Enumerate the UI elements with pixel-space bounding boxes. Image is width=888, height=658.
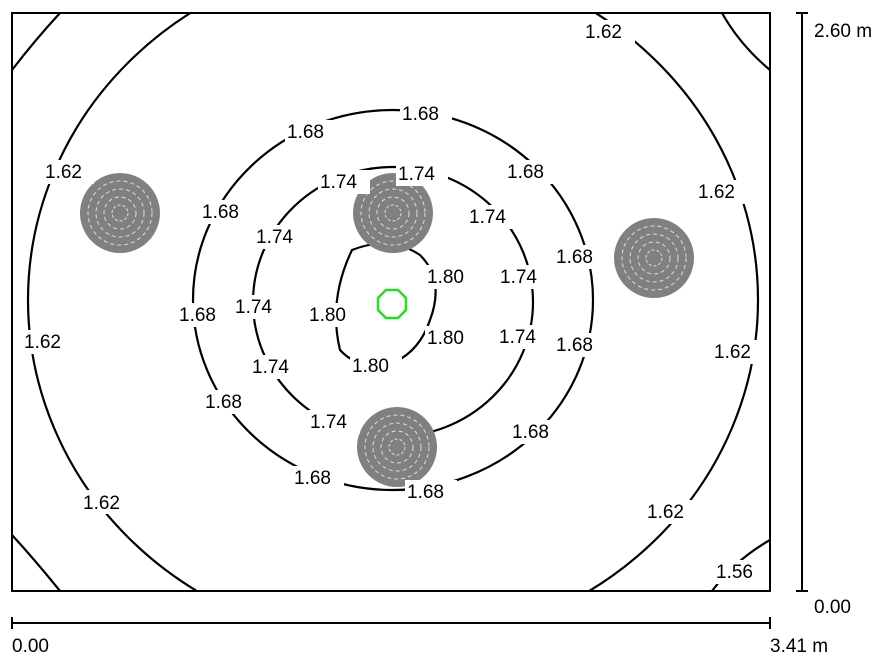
y-dimension-axis: 2.60 m 0.00 [796, 12, 872, 618]
label-1-62: 1.62 [647, 502, 684, 523]
contour-labels: 1.62 1.62 1.62 1.62 1.62 1.62 1.62 1.68 … [22, 20, 766, 584]
y-min-label: 0.00 [814, 597, 851, 618]
x-max-label: 3.41 m [770, 636, 828, 657]
label-1-68: 1.68 [407, 482, 444, 503]
label-1-68: 1.68 [294, 468, 331, 489]
max-point-marker [376, 288, 408, 320]
label-1-74: 1.74 [256, 227, 293, 248]
label-1-68: 1.68 [556, 335, 593, 356]
contour-corner-top-right [721, 13, 770, 71]
label-1-68: 1.68 [556, 247, 593, 268]
label-1-80: 1.80 [427, 267, 464, 288]
y-max-label: 2.60 m [814, 21, 872, 42]
label-1-74: 1.74 [320, 172, 357, 193]
x-min-label: 0.00 [12, 636, 49, 657]
label-1-74: 1.74 [252, 357, 289, 378]
label-1-80: 1.80 [427, 328, 464, 349]
label-1-80: 1.80 [352, 356, 389, 377]
room-boundary [11, 12, 771, 592]
label-1-74: 1.74 [500, 267, 537, 288]
label-1-74: 1.74 [469, 207, 506, 228]
label-1-68: 1.68 [512, 422, 549, 443]
label-1-62: 1.62 [24, 332, 61, 353]
contour-corner-bottom-left [12, 534, 61, 591]
x-dimension-axis: 0.00 3.41 m [11, 617, 828, 657]
luminaire-left [80, 173, 160, 253]
label-1-68: 1.68 [205, 392, 242, 413]
label-1-80: 1.80 [309, 305, 346, 326]
contour-1-68 [191, 108, 595, 492]
luminaire-right [614, 218, 694, 298]
label-1-68: 1.68 [287, 122, 324, 143]
label-1-74: 1.74 [310, 412, 347, 433]
contour-corner-top-left [12, 13, 61, 71]
label-1-74: 1.74 [398, 164, 435, 185]
luminaire-top [353, 173, 433, 253]
label-1-62: 1.62 [83, 493, 120, 514]
label-1-62: 1.62 [698, 182, 735, 203]
label-1-62: 1.62 [714, 342, 751, 363]
label-1-68: 1.68 [179, 305, 216, 326]
label-1-62: 1.62 [45, 162, 82, 183]
label-1-62: 1.62 [585, 22, 622, 43]
luminaire-bottom [357, 407, 437, 487]
label-1-68: 1.68 [202, 202, 239, 223]
label-1-74: 1.74 [499, 327, 536, 348]
label-1-68: 1.68 [402, 104, 439, 125]
label-1-74: 1.74 [235, 297, 272, 318]
contour-1-62 [27, 13, 759, 591]
label-1-56: 1.56 [716, 562, 753, 583]
label-1-68: 1.68 [507, 162, 544, 183]
